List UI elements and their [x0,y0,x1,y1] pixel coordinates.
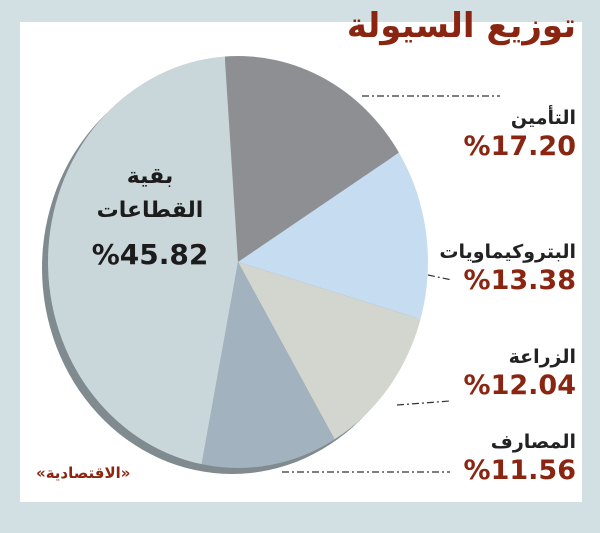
legend-value: %13.38 [463,265,576,296]
legend-value: %17.20 [463,131,576,162]
legend-label: المصارف [490,431,576,453]
legend-value: %11.56 [463,455,576,486]
legend-item-agriculture: الزراعة %12.04 [464,345,576,403]
slice-banks [201,262,335,468]
slice-insurance [224,55,399,262]
source-credit: «الاقتصادية» [36,464,131,482]
legend-item-insurance: التأمين %17.20 [464,106,576,164]
legend-label: التأمين [510,107,576,129]
leader-line-agriculture [396,400,451,406]
other-sectors-value: %45.82 [91,238,209,271]
legend-label: الزراعة [508,346,576,368]
legend-item-banks: المصارف %11.56 [464,430,576,488]
other-sectors-label: بقية القطاعات %45.82 [60,160,240,278]
slice-other-sectors [47,56,239,465]
legend-label: البتروكيماويات [439,241,576,263]
leader-line-petrochem [427,274,453,281]
other-sectors-line1: بقية [126,164,174,189]
legend-item-petrochemicals: البتروكيماويات %13.38 [439,240,576,298]
slice-agriculture [238,262,421,440]
other-sectors-line2: القطاعات [96,198,204,223]
pie-slices [47,55,428,468]
chart-title: توزيع السيولة [346,6,576,46]
leader-lines [282,95,500,473]
slice-petrochemicals [238,152,428,320]
legend-value: %12.04 [463,370,576,401]
